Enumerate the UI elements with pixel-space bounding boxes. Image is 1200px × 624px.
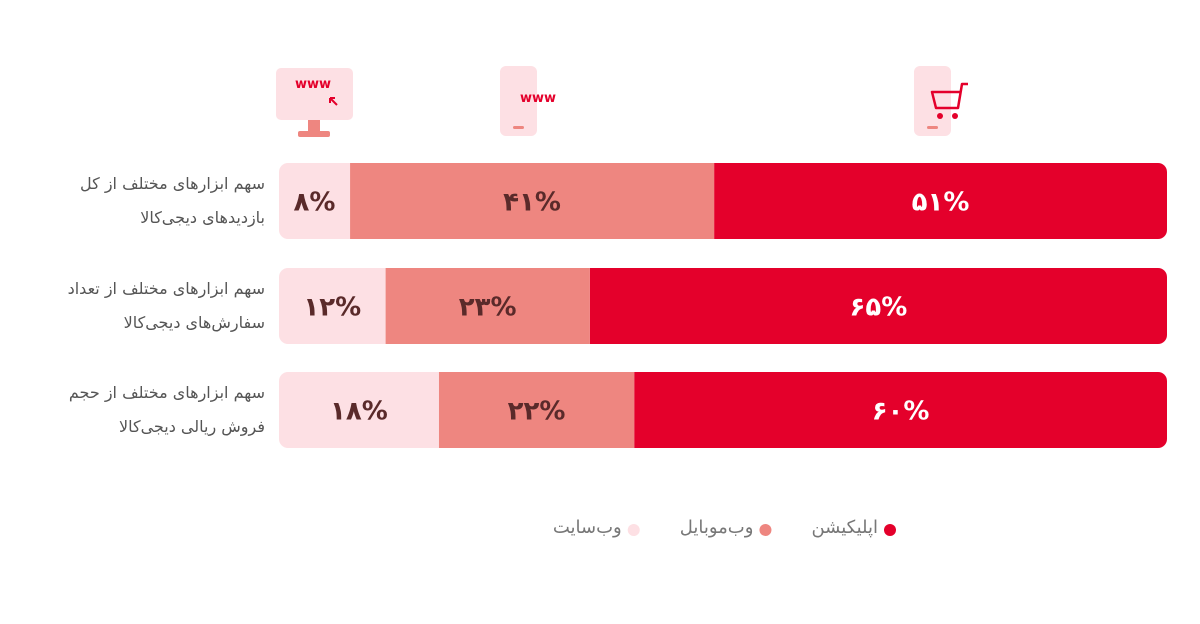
bar-segment	[385, 268, 590, 344]
value-label: ۲۲%	[508, 397, 566, 427]
value-label: ۶۰%	[872, 397, 930, 427]
legend-marker	[627, 524, 640, 536]
legend-marker	[884, 524, 896, 536]
bar-segment	[279, 372, 439, 448]
bar-segment	[589, 268, 1167, 344]
value-label: ۸%	[294, 188, 336, 218]
value-label: ۶۵%	[850, 293, 908, 323]
bar-segment	[350, 163, 715, 239]
value-label: ۱۸%	[330, 397, 388, 427]
bar-segment	[279, 268, 386, 344]
value-label: ۴۱%	[503, 188, 561, 218]
legend-marker	[759, 524, 772, 536]
bar-segment	[714, 163, 1167, 239]
value-label: ۵۱%	[912, 188, 970, 218]
bar-row	[279, 268, 1167, 344]
category-label: سهم ابزارهای مختلف از کل بازدیدهای دیجی‌…	[80, 174, 265, 227]
legend-label: وب‌موبایل	[680, 517, 754, 538]
category-label: سهم ابزارهای مختلف از حجم فروش ریالی دیج…	[68, 383, 265, 436]
bar-segment	[634, 372, 1167, 448]
bar-row	[279, 372, 1167, 448]
desktop-icon: www	[276, 68, 353, 137]
legend-label: وب‌سایت	[553, 517, 622, 538]
value-label: ۲۳%	[459, 293, 517, 323]
value-label: ۱۲%	[303, 293, 361, 323]
category-label: سهم ابزارهای مختلف از تعداد سفارش‌های دی…	[67, 279, 265, 332]
icon-text: www	[520, 91, 556, 106]
bar-segment	[279, 163, 351, 239]
legend-label: اپلیکیشن	[811, 517, 878, 538]
bar-segment	[438, 372, 635, 448]
app-icon	[914, 66, 968, 136]
icon-text: www	[295, 77, 331, 92]
mobile-icon: www	[500, 66, 556, 136]
bar-row	[279, 163, 1167, 239]
